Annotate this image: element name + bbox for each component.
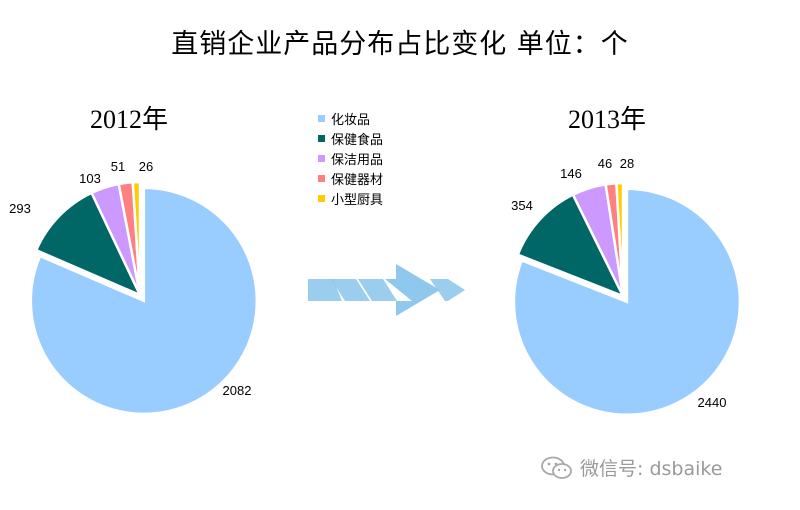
watermark-text: 微信号: dsbaike: [580, 458, 723, 480]
pie-slice-2013-0: [512, 187, 742, 417]
legend-label: 小型厨具: [331, 192, 384, 208]
legend-swatch: [318, 174, 325, 182]
data-label-2012-3: 51: [111, 159, 125, 174]
pie-title-2012: 2012年: [90, 105, 169, 134]
legend-item: 保洁用品: [318, 148, 383, 168]
legend-swatch: [318, 154, 325, 162]
pie-slice-2012-0: [29, 186, 259, 416]
watermark: 微信号: dsbaike: [540, 454, 722, 481]
pie-2012: 2082 293 103 51 26: [9, 159, 259, 416]
data-label-2013-3: 46: [598, 156, 612, 171]
legend-item: 保健食品: [318, 128, 383, 148]
pie-title-2013: 2013年: [568, 105, 647, 134]
arrow-segment: [358, 279, 397, 301]
arrow-right-icon: [308, 264, 465, 316]
legend-label: 保健器材: [331, 172, 384, 188]
pie-slice-2013-1: [516, 193, 626, 299]
data-label-2012-2: 103: [79, 171, 101, 186]
arrow-segment: [385, 264, 440, 316]
legend-label: 保健食品: [331, 132, 384, 148]
data-label-2013-0: 2440: [698, 395, 727, 410]
data-label-2012-1: 293: [9, 201, 31, 216]
legend-swatch: [318, 194, 325, 202]
arrow-segment: [331, 279, 370, 301]
pie-2013: 2440 354 146 46 28: [511, 156, 742, 417]
arrow-segment: [430, 279, 465, 301]
arrow-segment: [308, 279, 342, 301]
legend-item: 保健器材: [318, 168, 383, 188]
pie-slice-2013-4: [615, 181, 625, 297]
legend-item: 化妆品: [318, 108, 383, 128]
wechat-icon: [541, 456, 572, 479]
pie-slice-2012-1: [34, 191, 143, 298]
legend-swatch: [318, 134, 325, 142]
legend-swatch: [318, 114, 325, 122]
legend-label: 化妆品: [331, 112, 371, 128]
chart-title: 直销企业产品分布占比变化 单位：个: [171, 29, 629, 60]
data-label-2013-4: 28: [620, 156, 634, 171]
pie-slice-2012-4: [131, 180, 142, 296]
legend-item: 小型厨具: [318, 188, 383, 208]
legend-label: 保洁用品: [331, 152, 384, 168]
data-label-2012-0: 2082: [223, 383, 252, 398]
legend: 化妆品 保健食品 保洁用品 保健器材 小型厨具: [318, 108, 383, 208]
data-label-2012-4: 26: [139, 159, 153, 174]
data-label-2013-1: 354: [511, 198, 533, 213]
data-label-2013-2: 146: [560, 166, 582, 181]
